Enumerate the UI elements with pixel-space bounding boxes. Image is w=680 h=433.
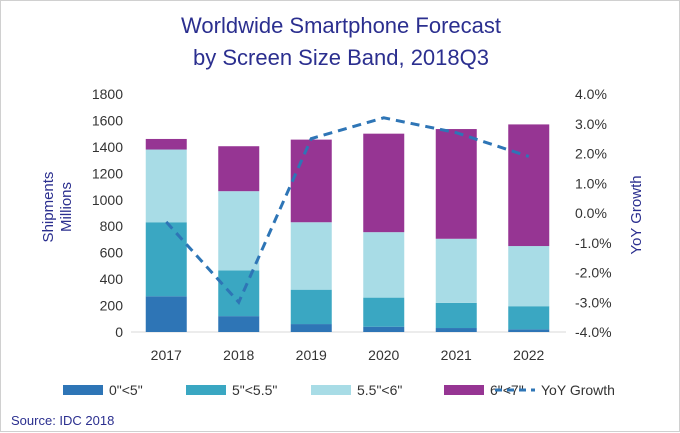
bar-segment-2022-2 xyxy=(508,306,549,329)
y2-tick-label: -3.0% xyxy=(575,294,612,310)
y2-tick-label: -1.0% xyxy=(575,235,612,251)
bar-segment-2017-1 xyxy=(146,296,187,332)
y-tick-label: 1000 xyxy=(92,192,123,208)
bar-segment-2017-4 xyxy=(146,139,187,150)
bar-segment-2018-3 xyxy=(218,191,259,270)
y2-tick-label: 0.0% xyxy=(575,205,607,221)
legend-swatch-1 xyxy=(63,385,103,395)
legend-label-yoy: YoY Growth xyxy=(541,382,615,398)
y-tick-label: 400 xyxy=(100,271,124,287)
bar-segment-2018-4 xyxy=(218,146,259,191)
bar-segment-2020-4 xyxy=(363,134,404,233)
legend-swatch-3 xyxy=(311,385,351,395)
y2-tick-label: -4.0% xyxy=(575,324,612,340)
x-tick-label: 2022 xyxy=(513,347,544,363)
bar-segment-2020-1 xyxy=(363,327,404,332)
x-tick-label: 2017 xyxy=(151,347,182,363)
bar-segment-2017-2 xyxy=(146,222,187,296)
bar-segment-2017-3 xyxy=(146,150,187,223)
bar-segment-2019-3 xyxy=(291,222,332,289)
y-tick-label: 200 xyxy=(100,298,124,314)
legend-swatch-4 xyxy=(444,385,484,395)
y2-tick-label: 4.0% xyxy=(575,86,607,102)
source-note: Source: IDC 2018 xyxy=(11,413,114,428)
y-axis-label-left-line1: Shipments xyxy=(40,172,57,243)
bar-segment-2018-2 xyxy=(218,271,259,317)
bar-segment-2021-2 xyxy=(436,303,477,328)
bar-segment-2018-1 xyxy=(218,316,259,332)
x-tick-label: 2020 xyxy=(368,347,399,363)
x-tick-label: 2021 xyxy=(441,347,472,363)
bar-segment-2019-4 xyxy=(291,140,332,223)
y-tick-label: 600 xyxy=(100,245,124,261)
x-tick-label: 2018 xyxy=(223,347,254,363)
y-tick-label: 800 xyxy=(100,218,124,234)
y-tick-label: 1200 xyxy=(92,165,123,181)
legend-label-1: 0"<5" xyxy=(109,382,143,398)
x-tick-label: 2019 xyxy=(296,347,327,363)
y-tick-label: 1600 xyxy=(92,112,123,128)
y2-tick-label: 2.0% xyxy=(575,146,607,162)
bar-segment-2021-3 xyxy=(436,239,477,303)
y2-tick-label: 1.0% xyxy=(575,175,607,191)
legend-label-2: 5"<5.5" xyxy=(232,382,277,398)
bar-segment-2022-1 xyxy=(508,329,549,332)
y-axis-label-left-line2: Millions xyxy=(58,182,75,232)
y-tick-label: 1400 xyxy=(92,139,123,155)
y-tick-label: 0 xyxy=(115,324,123,340)
bar-segment-2021-1 xyxy=(436,328,477,332)
y-axis-label-right: YoY Growth xyxy=(628,175,645,254)
y-tick-label: 1800 xyxy=(92,86,123,102)
bar-segment-2019-1 xyxy=(291,324,332,332)
y2-tick-label: 3.0% xyxy=(575,116,607,132)
bar-segment-2022-4 xyxy=(508,124,549,246)
legend-label-3: 5.5"<6" xyxy=(357,382,402,398)
legend-swatch-2 xyxy=(186,385,226,395)
bar-segment-2020-2 xyxy=(363,298,404,327)
bar-segment-2019-2 xyxy=(291,290,332,324)
bar-segment-2020-3 xyxy=(363,232,404,297)
bar-segment-2022-3 xyxy=(508,246,549,306)
y2-tick-label: -2.0% xyxy=(575,265,612,281)
bar-segment-2021-4 xyxy=(436,129,477,239)
